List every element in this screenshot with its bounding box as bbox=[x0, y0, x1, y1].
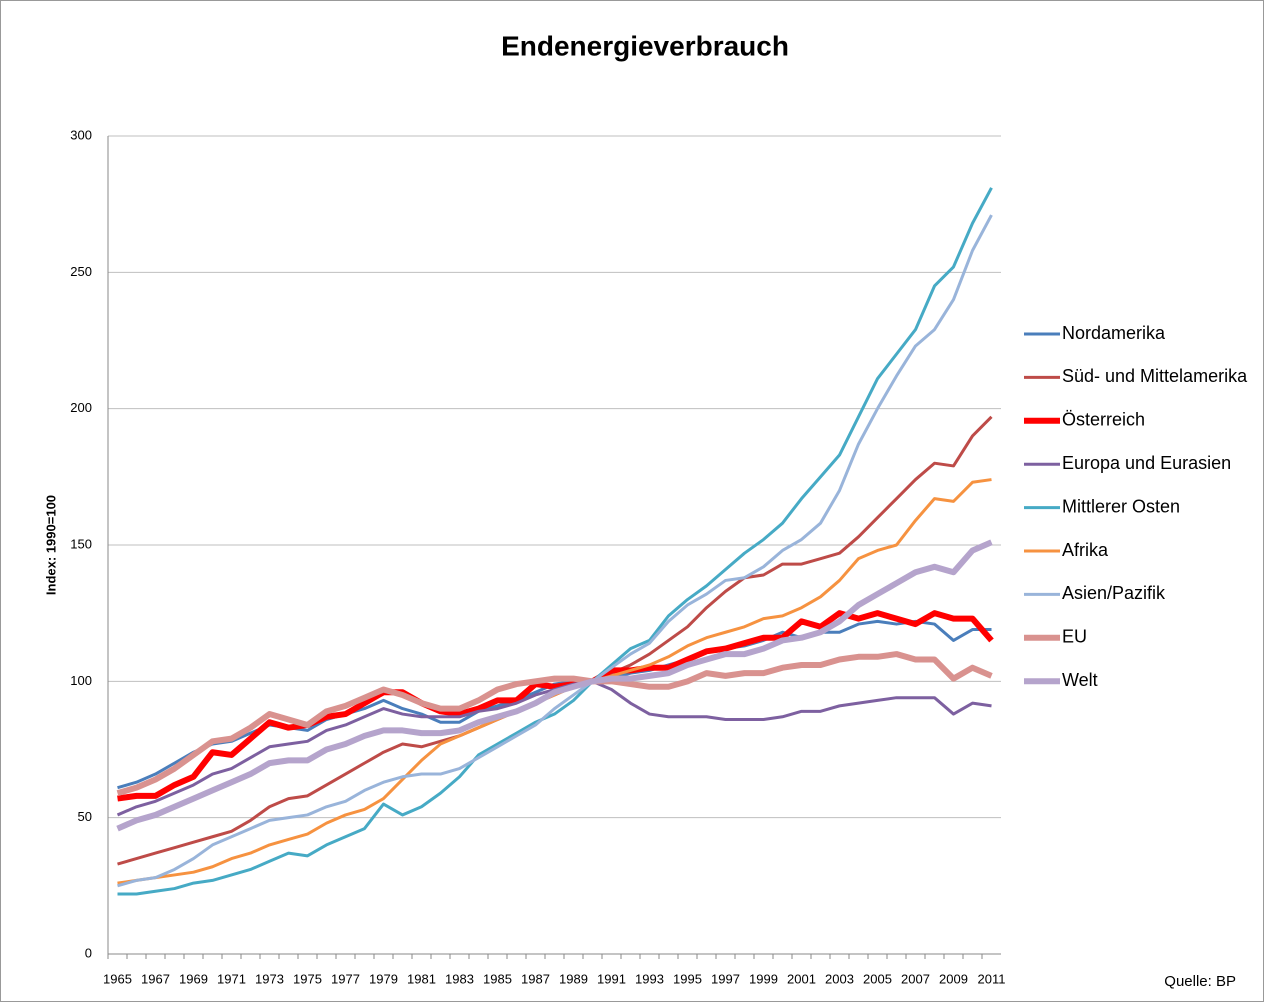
legend-label: Österreich bbox=[1062, 410, 1145, 430]
legend-label: Asien/Pazifik bbox=[1062, 583, 1166, 603]
x-tick-label: 1969 bbox=[179, 971, 208, 986]
series-line bbox=[117, 214, 993, 888]
x-tick-label: 2011 bbox=[978, 971, 1006, 986]
y-tick-label: 250 bbox=[70, 264, 92, 279]
x-tick-label: 1999 bbox=[749, 971, 778, 986]
y-tick-label: 0 bbox=[85, 945, 92, 960]
y-tick-label: 100 bbox=[70, 673, 92, 688]
x-tick-label: 1967 bbox=[141, 971, 170, 986]
y-tick-label: 50 bbox=[78, 809, 92, 824]
y-axis-label: Index: 1990=100 bbox=[43, 495, 58, 595]
source: Quelle: BP bbox=[1164, 973, 1236, 990]
legend-label: Europa und Eurasien bbox=[1062, 453, 1231, 473]
series-line bbox=[116, 539, 993, 832]
x-tick-label: 2007 bbox=[901, 971, 930, 986]
x-tick-label: 1985 bbox=[483, 971, 512, 986]
chart-title: Endenergieverbrauch bbox=[501, 30, 789, 61]
y-tick-label: 200 bbox=[70, 400, 92, 415]
x-tick-label: 1991 bbox=[597, 971, 626, 986]
x-tick-label: 1975 bbox=[293, 971, 322, 986]
x-tick-label: 2005 bbox=[863, 971, 892, 986]
x-tick-label: 1973 bbox=[255, 971, 284, 986]
legend-label: Mittlerer Osten bbox=[1062, 496, 1180, 516]
x-tick-label: 1993 bbox=[635, 971, 664, 986]
y-tick-label: 300 bbox=[70, 127, 92, 142]
x-tick-label: 1977 bbox=[331, 971, 360, 986]
x-tick-label: 1983 bbox=[445, 971, 474, 986]
x-tick-label: 1989 bbox=[559, 971, 588, 986]
x-tick-label: 1997 bbox=[711, 971, 740, 986]
x-tick-label: 1987 bbox=[521, 971, 550, 986]
x-tick-label: 1981 bbox=[407, 971, 436, 986]
x-tick-label: 1979 bbox=[369, 971, 398, 986]
x-tick-label: 1965 bbox=[103, 971, 132, 986]
legend-label: Nordamerika bbox=[1062, 323, 1166, 343]
legend-label: Süd- und Mittelamerika bbox=[1062, 366, 1248, 386]
series-line bbox=[117, 187, 993, 896]
legend-label: Afrika bbox=[1062, 540, 1109, 560]
x-tick-label: 2003 bbox=[825, 971, 854, 986]
series-line bbox=[116, 651, 993, 797]
x-tick-label: 1971 bbox=[217, 971, 246, 986]
x-tick-label: 1995 bbox=[673, 971, 702, 986]
x-tick-label: 2001 bbox=[787, 971, 816, 986]
legend-label: Welt bbox=[1062, 670, 1098, 690]
legend-label: EU bbox=[1062, 627, 1087, 647]
y-tick-label: 150 bbox=[70, 536, 92, 551]
x-tick-label: 2009 bbox=[939, 971, 968, 986]
